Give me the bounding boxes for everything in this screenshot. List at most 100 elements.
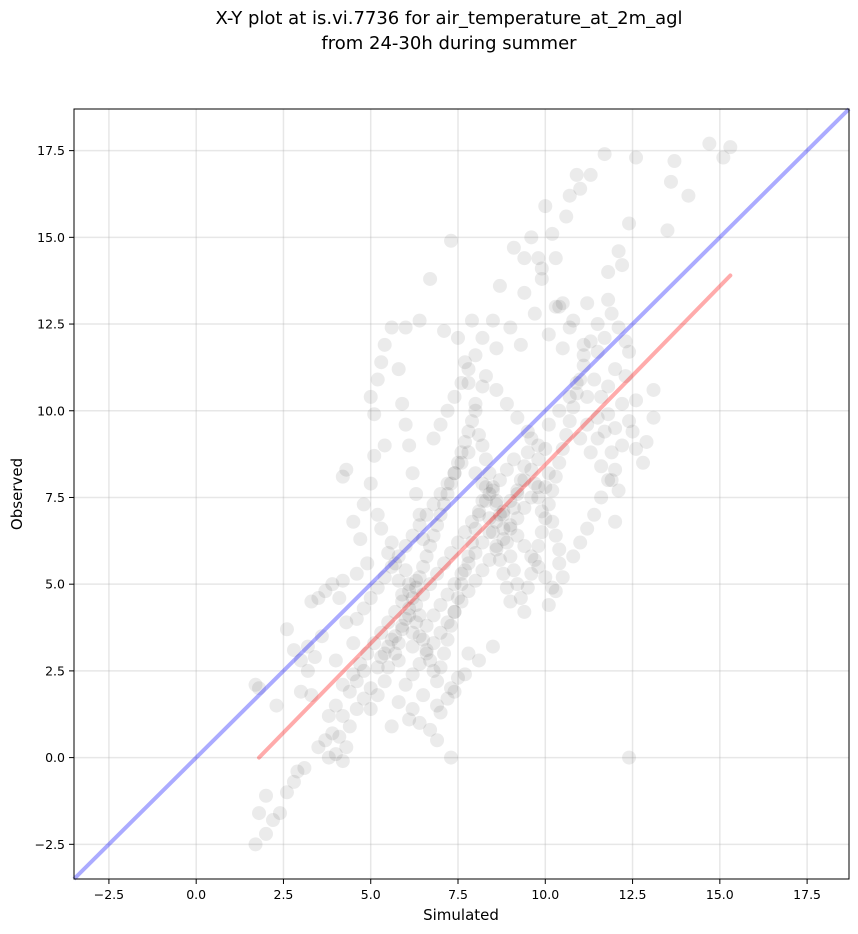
data-point — [475, 476, 490, 491]
data-point — [492, 278, 507, 293]
data-point — [573, 535, 588, 550]
data-point — [548, 299, 563, 314]
data-point — [604, 445, 619, 460]
data-point — [440, 691, 455, 706]
data-point — [342, 719, 357, 734]
data-point — [506, 452, 521, 467]
data-point — [409, 597, 424, 612]
data-point — [405, 702, 420, 717]
data-point — [454, 577, 469, 592]
data-point — [444, 233, 459, 248]
data-point — [534, 504, 549, 519]
y-axis-label: Observed — [8, 458, 26, 530]
x-tick-label: 2.5 — [274, 887, 294, 902]
data-point — [356, 691, 371, 706]
data-point — [419, 507, 434, 522]
data-point — [503, 493, 518, 508]
data-point — [681, 188, 696, 203]
fit-line — [257, 273, 733, 760]
data-point — [492, 507, 507, 522]
data-point — [405, 591, 420, 606]
data-point — [328, 747, 343, 762]
data-point — [594, 490, 609, 505]
data-point — [569, 376, 584, 391]
data-point — [349, 611, 364, 626]
data-point — [545, 580, 560, 595]
y-axis-ticks: −2.5 0.0 2.5 5.0 7.5 10.0 12.5 15.0 17.5 — [35, 143, 74, 852]
data-point — [433, 660, 448, 675]
data-point — [391, 573, 406, 588]
data-point — [482, 487, 497, 501]
data-point — [590, 410, 605, 425]
data-point — [363, 681, 378, 696]
y-tick-label: 5.0 — [45, 577, 65, 592]
data-point — [430, 698, 445, 713]
data-point — [437, 556, 452, 571]
data-point — [545, 514, 560, 529]
reference-lines — [72, 107, 851, 881]
data-point — [430, 518, 445, 533]
data-point — [451, 330, 466, 345]
data-point — [475, 535, 490, 550]
data-point — [377, 337, 392, 352]
data-point — [391, 653, 406, 668]
data-point — [468, 545, 483, 560]
data-point — [304, 594, 319, 609]
data-point — [384, 559, 399, 574]
data-point — [555, 296, 570, 311]
data-point — [541, 497, 556, 512]
data-point — [286, 643, 301, 658]
identity-line — [72, 107, 851, 881]
data-point — [384, 320, 399, 335]
data-point — [562, 414, 577, 429]
data-point — [409, 573, 424, 588]
data-point — [468, 521, 483, 536]
data-point — [636, 455, 651, 470]
data-point — [489, 514, 504, 529]
data-point — [587, 372, 602, 387]
data-point — [405, 625, 420, 640]
data-point — [451, 455, 466, 470]
data-point — [423, 722, 438, 737]
data-point — [583, 167, 598, 182]
data-point — [314, 629, 329, 644]
data-point — [548, 251, 563, 266]
data-point — [503, 594, 518, 609]
data-point — [541, 417, 556, 432]
data-point — [356, 497, 371, 512]
data-point — [576, 358, 591, 373]
data-point — [391, 695, 406, 710]
data-point — [328, 698, 343, 713]
data-point — [433, 705, 448, 720]
data-point — [499, 535, 514, 550]
data-point — [629, 441, 644, 456]
data-point — [426, 608, 441, 623]
data-point — [489, 497, 504, 512]
data-point — [398, 563, 413, 578]
data-point — [426, 636, 441, 651]
data-point — [360, 646, 375, 661]
data-point — [506, 563, 521, 578]
data-point — [416, 587, 431, 602]
data-point — [377, 646, 392, 661]
data-point — [573, 181, 588, 196]
data-point — [468, 573, 483, 588]
data-point — [527, 306, 542, 321]
data-point — [353, 656, 368, 671]
data-point — [531, 251, 546, 266]
data-point — [513, 591, 528, 606]
data-point — [545, 483, 560, 498]
data-point — [437, 323, 452, 338]
data-point — [447, 604, 462, 619]
data-point — [475, 563, 490, 578]
data-point — [538, 480, 553, 495]
data-point — [461, 362, 476, 377]
data-point — [580, 296, 595, 311]
data-point — [248, 677, 263, 692]
scatter-points — [248, 136, 738, 852]
data-point — [538, 511, 553, 526]
data-point — [510, 511, 525, 526]
data-point — [259, 826, 274, 841]
data-point — [265, 813, 280, 828]
data-point — [489, 382, 504, 397]
